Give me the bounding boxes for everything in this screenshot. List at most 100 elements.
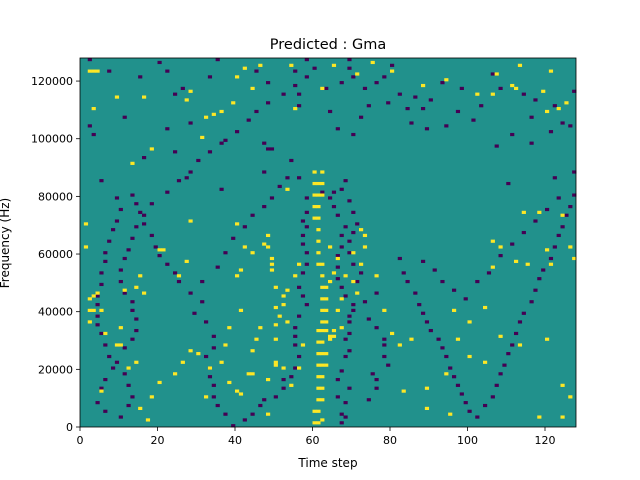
heatmap-cell-low [486, 271, 492, 275]
heatmap-cell-high [273, 363, 278, 367]
heatmap-cell-low [304, 225, 309, 229]
heatmap-cell-low [223, 138, 228, 142]
heatmap-cell-high [211, 112, 216, 116]
heatmap-cell-low [262, 170, 267, 174]
heatmap-cell-low [130, 337, 135, 341]
heatmap-cell-high [467, 354, 472, 359]
heatmap-cell-low [130, 193, 135, 197]
heatmap-cell-low [304, 303, 309, 307]
heatmap-cell-high [316, 340, 321, 344]
heatmap-cell-high [277, 314, 282, 318]
heatmap-cell-low [351, 308, 356, 312]
heatmap-cell-low [211, 383, 216, 387]
heatmap-cell-high [258, 63, 263, 67]
heatmap-cell-high [134, 285, 139, 289]
heatmap-cell-low [533, 219, 538, 223]
heatmap-cell-low [207, 375, 213, 379]
heatmap-cell-high [316, 352, 321, 356]
heatmap-cell-low [134, 317, 139, 321]
heatmap-cell-high [362, 245, 368, 249]
heatmap-cell-low [351, 230, 356, 235]
heatmap-cell-low [211, 334, 216, 338]
heatmap-cell-low [297, 92, 302, 96]
heatmap-cell-low [235, 130, 240, 134]
heatmap-cell-high [316, 328, 321, 333]
heatmap-cell-low [165, 262, 170, 266]
heatmap-cell-low [343, 401, 348, 405]
heatmap-cell-low [548, 256, 554, 261]
heatmap-cell-high [95, 291, 100, 295]
heatmap-cell-low [95, 294, 100, 298]
heatmap-cell-high [312, 170, 317, 174]
heatmap-cell-low [351, 75, 356, 79]
heatmap-cell-low [413, 95, 418, 99]
x-tick-label: 80 [383, 434, 397, 447]
heatmap-cell-high [312, 193, 317, 197]
heatmap-cell-low [382, 337, 387, 341]
heatmap-cell-high [285, 187, 290, 191]
heatmap-cell-low [343, 354, 348, 359]
heatmap-cell-low [386, 363, 391, 367]
heatmap-cell-high [254, 337, 259, 341]
heatmap-cell-high [568, 395, 573, 399]
heatmap-cell-low [343, 294, 348, 298]
heatmap-cell-high [83, 222, 89, 226]
heatmap-cell-low [405, 279, 410, 284]
heatmap-cell-high [362, 233, 368, 238]
heatmap-cell-low [103, 377, 108, 382]
heatmap-cell-high [227, 380, 232, 385]
heatmap-cell-high [285, 320, 290, 324]
heatmap-cell-low [498, 86, 503, 91]
heatmap-cell-high [312, 181, 317, 186]
heatmap-cell-low [413, 291, 418, 295]
heatmap-cell-low [215, 403, 220, 408]
y-axis-ticks: 0 20000 40000 60000 80000 100000 120000 [31, 75, 80, 434]
heatmap-cell-low [312, 66, 317, 70]
heatmap-cell-high [99, 308, 104, 312]
heatmap-cell-low [339, 81, 344, 85]
heatmap-cell-high [142, 291, 147, 295]
heatmap-cell-low [293, 343, 298, 347]
heatmap-cell-low [262, 398, 267, 402]
heatmap-cell-low [300, 242, 306, 246]
heatmap-cell-low [134, 225, 139, 229]
heatmap-cell-high [475, 92, 480, 96]
heatmap-cell-low [293, 326, 298, 330]
heatmap-cell-low [304, 196, 309, 200]
heatmap-cell-high [149, 147, 154, 151]
heatmap-cell-high [91, 69, 96, 73]
heatmap-cell-high [223, 343, 228, 347]
heatmap-cell-low [297, 104, 302, 108]
heatmap-cell-high [490, 265, 495, 269]
heatmap-cell-high [246, 372, 251, 376]
heatmap-cell-high [517, 63, 523, 67]
heatmap-cell-high [91, 308, 96, 312]
chart-title: Predicted : Gma [270, 37, 386, 53]
heatmap-cell-high [118, 326, 123, 330]
heatmap-cell-low [533, 288, 538, 292]
heatmap-cell-low [289, 375, 294, 379]
heatmap-cell-low [297, 176, 302, 180]
heatmap-cell-low [428, 98, 433, 102]
heatmap-cell-low [134, 328, 139, 333]
heatmap-cell-high [138, 406, 143, 410]
axes-frame [79, 57, 577, 428]
heatmap-cell-high [134, 360, 139, 364]
heatmap-cell-low [560, 225, 565, 229]
heatmap-cell-high [312, 421, 317, 425]
heatmap-cell-high [514, 259, 519, 263]
heatmap-cell-low [103, 409, 108, 413]
heatmap-cell-high [266, 412, 271, 416]
heatmap-cell-low [165, 69, 170, 73]
heatmap-cell-low [130, 308, 135, 312]
heatmap-cell-low [347, 320, 352, 324]
heatmap-cell-low [339, 421, 344, 425]
heatmap-cell-high [235, 274, 240, 278]
heatmap-cell-low [382, 354, 387, 359]
heatmap-cell-low [95, 401, 100, 405]
heatmap-cell-low [556, 233, 561, 238]
heatmap-cell-high [316, 181, 321, 186]
heatmap-cell-high [273, 285, 278, 289]
heatmap-cell-low [207, 75, 213, 79]
heatmap-cell-high [545, 248, 550, 252]
